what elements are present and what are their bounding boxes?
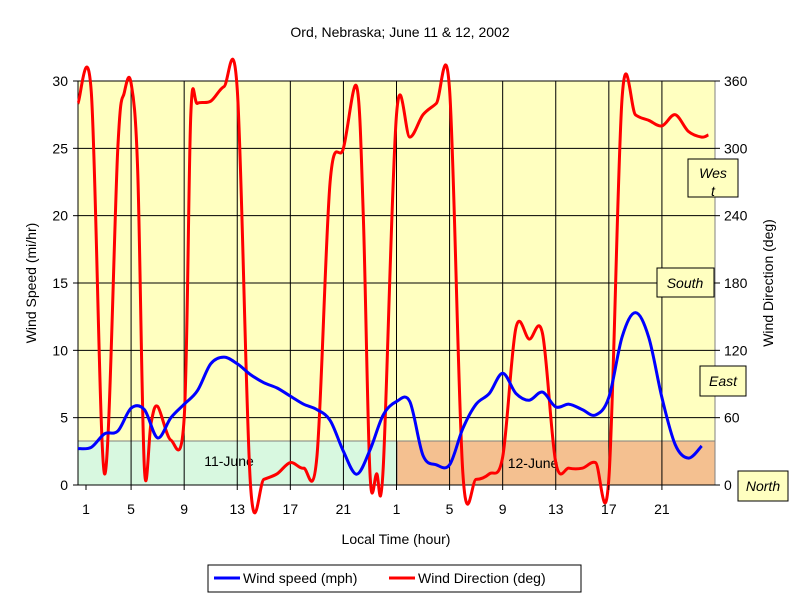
day-1-label: 11-June	[204, 453, 254, 469]
series-line-wind-direction	[76, 57, 710, 515]
y-tick-label-left: 10	[52, 342, 68, 358]
direction-label-north-text: North	[746, 478, 780, 494]
x-tick-label: 17	[601, 501, 617, 517]
direction-label-west-text: Wes	[699, 165, 727, 181]
y-tick-label-right: 120	[724, 342, 748, 358]
y-tick-label-left: 25	[52, 140, 68, 156]
x-tick-label: 9	[499, 501, 507, 517]
x-tick-label: 21	[654, 501, 670, 517]
y-tick-label-right: 0	[724, 477, 732, 493]
y-ticks-left: 0 5 10 15 20 25 30	[52, 73, 78, 493]
direction-label-west: Wes t	[687, 158, 739, 199]
y-tick-label-left: 0	[60, 477, 68, 493]
y-tick-label-right: 60	[724, 410, 740, 426]
series-line-wind-speed	[77, 311, 703, 476]
direction-label-east: East	[699, 365, 747, 397]
x-tick-label: 1	[393, 501, 401, 517]
direction-label-south-text: South	[667, 275, 704, 291]
direction-label-east-text: East	[709, 373, 738, 389]
y-tick-label-right: 180	[724, 275, 748, 291]
y-tick-label-right: 360	[724, 73, 748, 89]
x-tick-label: 13	[548, 501, 564, 517]
x-tick-label: 17	[283, 501, 299, 517]
legend-label-wind-direction: Wind Direction (deg)	[418, 570, 546, 586]
x-tick-label: 13	[229, 501, 245, 517]
direction-label-south: South	[656, 267, 715, 298]
y-tick-label-left: 5	[60, 410, 68, 426]
legend-label-wind-speed: Wind speed (mph)	[243, 570, 357, 586]
y-axis-label-left: Wind Speed (mi/hr)	[23, 223, 39, 344]
x-ticks: 1 5 9 13 17 21 1 5 9 13 17 21	[82, 485, 670, 517]
y-axis-label-right: Wind Direction (deg)	[760, 219, 776, 347]
legend: Wind speed (mph) Wind Direction (deg)	[207, 564, 582, 593]
y-tick-label-left: 15	[52, 275, 68, 291]
direction-label-west-text-2: t	[711, 183, 716, 199]
chart-title: Ord, Nebraska; June 11 & 12, 2002	[290, 24, 509, 40]
y-tick-label-right: 300	[724, 140, 748, 156]
series-lines	[76, 57, 710, 515]
y-tick-label-right: 240	[724, 208, 748, 224]
y-ticks-right: 0 60 120 180 240 300 360	[715, 73, 748, 493]
x-tick-label: 5	[446, 501, 454, 517]
x-tick-label: 9	[180, 501, 188, 517]
day-2-label: 12-June	[508, 455, 559, 471]
x-tick-label: 1	[82, 501, 90, 517]
x-tick-label: 21	[336, 501, 352, 517]
y-tick-label-left: 30	[52, 73, 68, 89]
y-tick-label-left: 20	[52, 208, 68, 224]
x-axis-label: Local Time (hour)	[342, 531, 451, 547]
x-tick-label: 5	[127, 501, 135, 517]
direction-label-north: North	[737, 470, 789, 502]
